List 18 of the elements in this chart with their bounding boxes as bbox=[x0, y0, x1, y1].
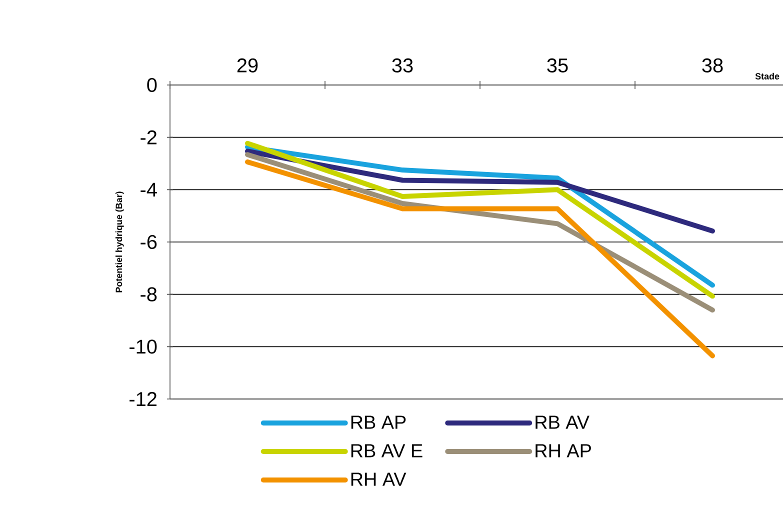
y-axis-title: Potentiel hydrique (Bar) bbox=[115, 192, 124, 292]
legend-label: RB AV E bbox=[351, 444, 422, 458]
y-tick-label: -8 bbox=[140, 287, 157, 302]
y-tick-label: -6 bbox=[140, 234, 157, 250]
y-tick-label: -4 bbox=[140, 182, 157, 197]
legend-label: RB AP bbox=[351, 416, 406, 429]
y-tick-label: -12 bbox=[130, 392, 156, 406]
x-tick-label: 35 bbox=[547, 58, 568, 72]
legend-label: RB AV bbox=[536, 416, 590, 429]
x-tick-label: 29 bbox=[237, 58, 258, 72]
x-tick-label: 38 bbox=[702, 58, 723, 72]
legend-label: RH AP bbox=[536, 444, 591, 458]
x-axis-title: Stade bbox=[755, 72, 780, 80]
legend-label: RH AV bbox=[351, 472, 406, 486]
y-tick-label: -10 bbox=[130, 340, 157, 354]
x-tick-label: 33 bbox=[392, 58, 413, 72]
y-tick-label: -2 bbox=[140, 130, 156, 144]
y-tick-label: 0 bbox=[147, 78, 157, 92]
